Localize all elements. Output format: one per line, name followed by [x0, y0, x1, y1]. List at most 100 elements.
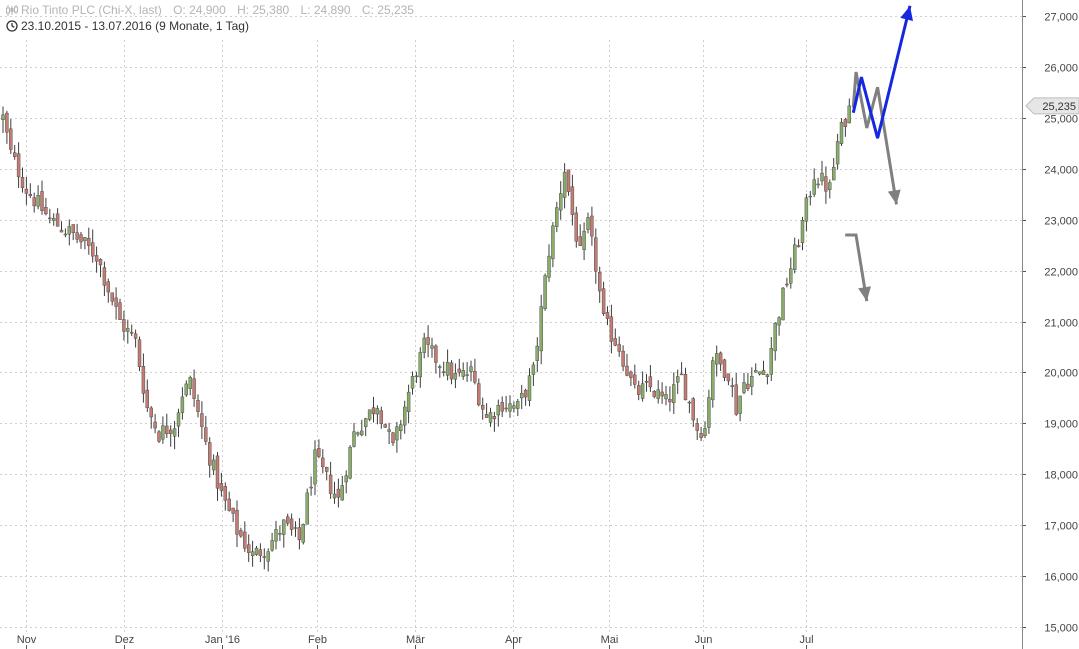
candle-body — [309, 486, 313, 489]
candle-body — [555, 207, 559, 227]
candle-body — [36, 195, 40, 207]
candle — [274, 520, 278, 550]
blue-projection — [851, 5, 912, 139]
candle-body — [122, 319, 126, 332]
candle — [98, 258, 103, 278]
close-value: 25,235 — [377, 3, 414, 17]
candle — [539, 294, 543, 365]
candle-body — [71, 224, 75, 233]
candle-body — [695, 423, 699, 431]
candle — [816, 177, 820, 189]
candle-body — [250, 551, 255, 557]
candle — [777, 316, 781, 336]
candle-body — [63, 233, 68, 236]
candle-body — [508, 403, 512, 412]
candle — [547, 244, 551, 282]
candle-body — [286, 516, 290, 524]
candle — [102, 261, 107, 297]
candle — [847, 98, 851, 124]
candle-body — [504, 407, 508, 410]
candle-body — [434, 345, 438, 363]
candle — [594, 228, 598, 284]
candle-body — [652, 390, 656, 397]
candle — [820, 160, 824, 186]
candle — [726, 373, 731, 386]
candle-body — [812, 179, 816, 195]
candle — [399, 419, 403, 440]
candle — [703, 421, 707, 439]
candle — [340, 475, 344, 501]
candle — [453, 363, 458, 389]
candle — [785, 277, 789, 288]
candle — [520, 384, 524, 410]
candle — [153, 413, 157, 434]
candle-body — [204, 427, 208, 442]
candle-body — [141, 366, 146, 394]
candle — [609, 304, 614, 354]
candle — [200, 401, 204, 440]
candle-body — [246, 544, 251, 553]
candle-body — [457, 368, 461, 373]
candle — [789, 257, 793, 289]
candle-body — [477, 383, 481, 406]
candle — [516, 398, 520, 417]
candle-body — [239, 530, 243, 537]
x-tick-label: Feb — [308, 634, 327, 646]
candle — [578, 224, 582, 247]
candle — [379, 406, 383, 429]
candle-body — [664, 394, 668, 400]
candle — [648, 365, 653, 392]
candle — [28, 183, 32, 199]
candle — [395, 421, 399, 453]
candle-body — [832, 166, 836, 181]
candle-body — [644, 380, 649, 383]
candle-body — [750, 376, 754, 387]
candle — [605, 306, 610, 326]
candle — [562, 163, 567, 209]
candle-body — [325, 467, 329, 472]
candle — [157, 430, 161, 443]
candle — [722, 358, 727, 382]
candle-body — [715, 353, 719, 365]
candle — [270, 532, 274, 552]
candle-body — [67, 226, 72, 235]
candle-body — [430, 345, 434, 349]
candle-body — [594, 237, 598, 272]
candle-body — [278, 533, 282, 535]
candle-body — [621, 350, 625, 367]
candle — [211, 454, 216, 476]
candle — [20, 167, 25, 193]
candle — [477, 378, 481, 407]
candle-body — [461, 370, 465, 377]
candle — [16, 142, 21, 189]
candle-body — [83, 237, 87, 242]
candle-body — [227, 498, 231, 511]
candle — [660, 382, 664, 404]
candle — [839, 118, 844, 146]
x-tick-label: Dez — [115, 634, 135, 646]
candle-body — [297, 527, 302, 541]
candle — [438, 364, 442, 378]
candle — [656, 380, 660, 404]
candle-body — [660, 391, 664, 397]
low-label: L: — [300, 3, 311, 17]
candle — [176, 408, 181, 438]
candle — [352, 423, 356, 448]
candle-body — [192, 378, 196, 399]
candle — [356, 431, 360, 437]
candle — [715, 345, 719, 377]
candle — [313, 440, 317, 496]
candle — [332, 481, 337, 504]
candle — [566, 169, 571, 196]
candle — [90, 229, 95, 263]
candle — [48, 208, 52, 224]
candle — [168, 425, 173, 447]
candle — [149, 406, 153, 429]
candle-body — [793, 244, 797, 270]
candle-body — [742, 382, 746, 393]
candle-body — [574, 212, 578, 242]
candle-body — [672, 384, 676, 404]
candle-body — [379, 410, 383, 424]
candle — [422, 332, 426, 359]
